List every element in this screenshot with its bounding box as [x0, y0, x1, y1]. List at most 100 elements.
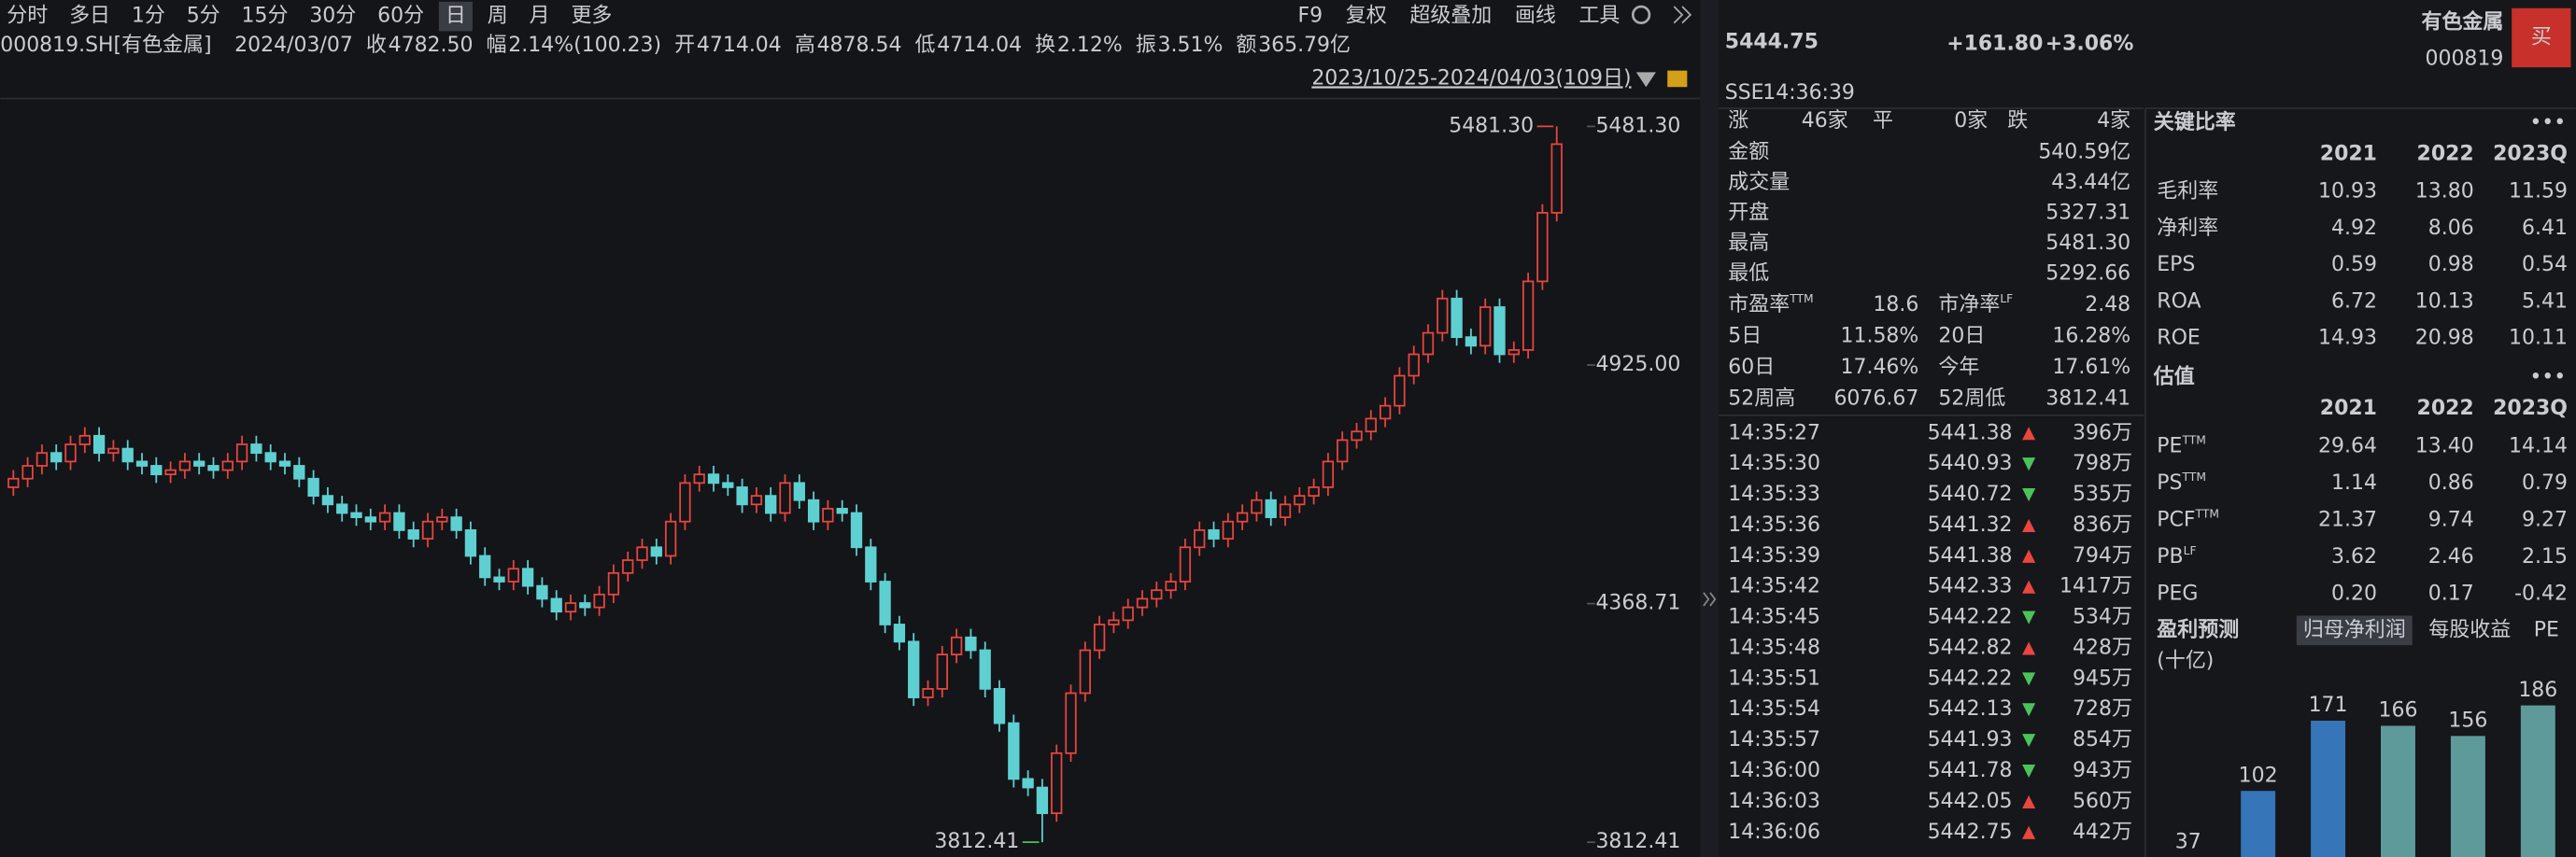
- period-tab[interactable]: 15分: [242, 5, 289, 28]
- period-tab[interactable]: 更多: [571, 5, 612, 28]
- candle-body: [636, 546, 648, 561]
- stat-value: 540.59亿: [2038, 141, 2130, 164]
- period-tab[interactable]: 分时: [7, 5, 48, 28]
- more-icon[interactable]: [1673, 6, 1684, 24]
- tick-price: 5441.32: [1928, 513, 2013, 537]
- pair-value: 2.48: [2085, 293, 2130, 316]
- candle-body: [850, 512, 863, 549]
- candle-body: [135, 460, 149, 467]
- collapse-icon: [1703, 592, 1710, 607]
- range-label[interactable]: 2023/10/25-2024/04/03(109日): [1311, 66, 1631, 90]
- pair-label: 5日: [1728, 325, 1762, 348]
- lock-icon[interactable]: [1667, 70, 1688, 88]
- tick-time: 14:35:48: [1728, 636, 1820, 659]
- settings-icon[interactable]: [1631, 5, 1651, 24]
- tick-price: 5442.22: [1928, 667, 2013, 690]
- tool-button[interactable]: 超级叠加: [1409, 5, 1492, 28]
- cell: 2.46: [2428, 545, 2474, 569]
- row-label: 净利率: [2157, 217, 2218, 240]
- candle-body: [622, 559, 634, 574]
- candle-body: [922, 688, 934, 698]
- candle-body: [993, 688, 1006, 724]
- candle-body: [722, 482, 734, 488]
- stat-label: 最高: [1728, 232, 1769, 255]
- tick-arrow: [2022, 611, 2036, 625]
- tick-price: 5442.05: [1928, 790, 2013, 813]
- tool-button[interactable]: 工具: [1578, 5, 1620, 28]
- candle-body: [1522, 280, 1535, 351]
- period-tab[interactable]: 日: [446, 5, 466, 28]
- period-tab[interactable]: 1分: [132, 5, 165, 28]
- candle-body: [1351, 430, 1363, 442]
- collapse-strip[interactable]: [1700, 0, 1719, 857]
- forecast-bar: [2241, 791, 2276, 857]
- candle-body: [1379, 404, 1392, 420]
- candle-body: [78, 434, 91, 445]
- row-label-main: PEG: [2157, 583, 2198, 606]
- candle-body: [1136, 597, 1149, 609]
- pair-label: 今年: [1938, 356, 1979, 379]
- row-label-main: PCF: [2157, 508, 2195, 531]
- info-value: 4714.04: [697, 34, 782, 57]
- info-label: 低: [915, 34, 936, 57]
- candle-body: [807, 499, 820, 523]
- candle-body: [736, 486, 748, 506]
- buy-button[interactable]: [2512, 7, 2571, 68]
- stat-label: 金额: [1728, 141, 1769, 164]
- cell: 9.27: [2522, 508, 2568, 531]
- tick-time: 14:35:39: [1728, 544, 1820, 568]
- period-tab[interactable]: 多日: [69, 5, 110, 28]
- pair-value: 3812.41: [2045, 386, 2130, 410]
- period-tab[interactable]: 周: [488, 5, 508, 28]
- forecast-tab[interactable]: 每股收益: [2428, 618, 2511, 641]
- info-value: 3.51%: [1158, 34, 1224, 57]
- period-tab[interactable]: 30分: [309, 5, 356, 28]
- candle-body: [278, 460, 291, 467]
- period-tab[interactable]: 5分: [187, 5, 220, 28]
- ratios-title: 关键比率: [2154, 110, 2236, 134]
- dropdown-icon[interactable]: [1635, 72, 1656, 88]
- forecast-tab[interactable]: PE: [2534, 618, 2559, 641]
- candle-body: [593, 593, 605, 609]
- candle-body: [693, 473, 705, 485]
- tick-time: 14:36:06: [1728, 821, 1820, 844]
- candle-body: [1165, 581, 1177, 592]
- tool-button[interactable]: F9: [1298, 5, 1323, 28]
- candle-body: [350, 512, 362, 518]
- tick-time: 14:36:00: [1728, 759, 1820, 782]
- cell: 6.41: [2522, 217, 2568, 240]
- row-label: PCFTTM: [2157, 507, 2219, 532]
- tick-price: 5441.38: [1928, 421, 2013, 444]
- candle-body: [865, 546, 877, 583]
- tick-time: 14:35:54: [1728, 697, 1820, 721]
- tick-arrow: [2022, 794, 2036, 808]
- tick-volume: 728万: [2073, 697, 2132, 721]
- tool-button[interactable]: 画线: [1515, 5, 1556, 28]
- tick-time: 14:35:33: [1728, 483, 1820, 506]
- tool-button[interactable]: 复权: [1346, 5, 1387, 28]
- stat-value: 5327.31: [2045, 202, 2130, 225]
- period-tab[interactable]: 月: [530, 5, 550, 28]
- tick-volume: 560万: [2073, 790, 2132, 813]
- pair-label: 20日: [1938, 325, 1985, 348]
- candle-body: [965, 636, 977, 652]
- row-label-sup: TTM: [2195, 507, 2219, 520]
- more-icon[interactable]: [1681, 6, 1692, 24]
- candle-body: [1322, 460, 1335, 488]
- candle-body: [1079, 649, 1091, 695]
- candle-body: [92, 434, 106, 455]
- column-header: 2023Q: [2493, 142, 2568, 165]
- row-label-main: ROE: [2157, 327, 2200, 350]
- cell: 29.64: [2318, 434, 2377, 457]
- tick-price: 5440.72: [1928, 483, 2013, 506]
- change: +161.80: [1946, 32, 2043, 55]
- candle-body: [536, 584, 548, 600]
- candle-body: [1222, 520, 1234, 540]
- stat-value: 5292.66: [2045, 262, 2130, 286]
- period-tab[interactable]: 60分: [377, 5, 424, 28]
- forecast-tab[interactable]: 归母净利润: [2303, 618, 2406, 641]
- candle-body: [507, 568, 519, 583]
- candle-body: [1422, 331, 1435, 356]
- candle-body: [1036, 786, 1049, 814]
- candle-body: [1308, 486, 1320, 498]
